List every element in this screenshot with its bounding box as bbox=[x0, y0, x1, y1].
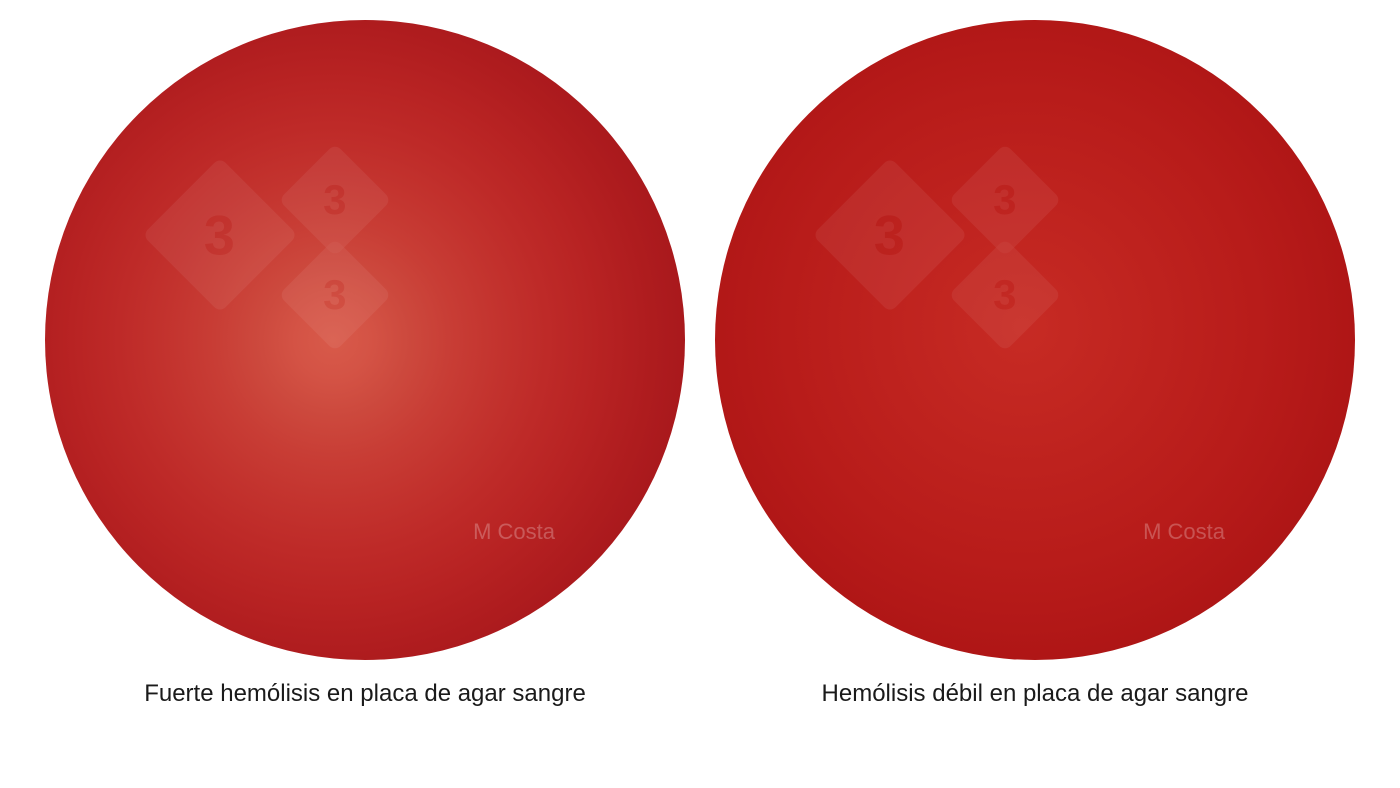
watermark-digit: 3 bbox=[323, 176, 346, 224]
attribution-text: M Costa bbox=[473, 519, 555, 545]
blood-agar-plate-strong: 3 3 3 M Costa bbox=[45, 20, 685, 660]
watermark-digit: 3 bbox=[993, 176, 1016, 224]
plate-weak-container: 3 3 3 M Costa Hemólisis débil en placa d… bbox=[715, 20, 1355, 708]
watermark-digit: 3 bbox=[323, 271, 346, 319]
caption-weak: Hemólisis débil en placa de agar sangre bbox=[822, 680, 1249, 708]
caption-strong: Fuerte hemólisis en placa de agar sangre bbox=[144, 680, 586, 708]
blood-agar-plate-weak: 3 3 3 M Costa bbox=[715, 20, 1355, 660]
watermark-digit: 3 bbox=[874, 203, 905, 268]
watermark-diamond-small: 3 bbox=[948, 143, 1061, 256]
watermark-diamond-large: 3 bbox=[142, 157, 298, 313]
watermark-diamond-large: 3 bbox=[812, 157, 968, 313]
watermark-diamond-small: 3 bbox=[278, 143, 391, 256]
watermark-digit: 3 bbox=[993, 271, 1016, 319]
watermark-diamond-small: 3 bbox=[948, 238, 1061, 351]
watermark-diamond-small: 3 bbox=[278, 238, 391, 351]
attribution-text: M Costa bbox=[1143, 519, 1225, 545]
watermark-digit: 3 bbox=[204, 203, 235, 268]
plate-strong-container: 3 3 3 M Costa Fuerte hemólisis en placa … bbox=[45, 20, 685, 708]
